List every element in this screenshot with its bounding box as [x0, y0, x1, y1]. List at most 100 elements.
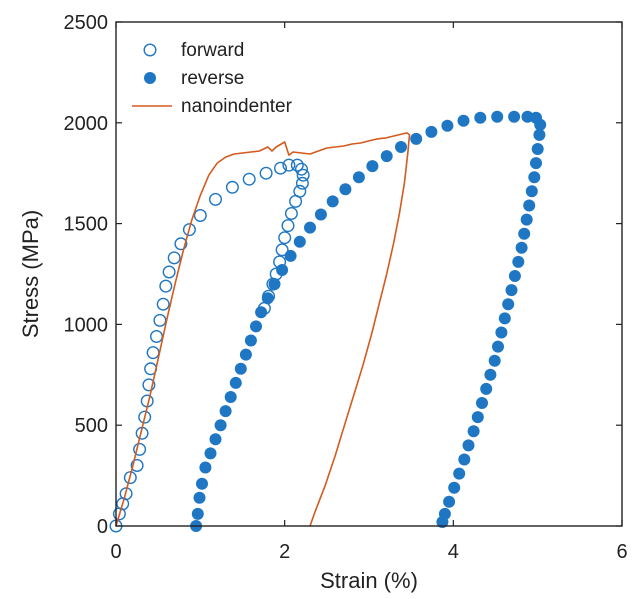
- data-point-forward: [275, 243, 289, 257]
- data-point-reverse: [199, 461, 212, 474]
- data-point-reverse: [366, 160, 379, 173]
- y-tick-label: 1000: [64, 314, 109, 336]
- legend-label-reverse: reverse: [181, 68, 244, 89]
- data-point-reverse: [525, 185, 538, 198]
- data-point-reverse: [436, 516, 449, 528]
- x-tick-label: 4: [448, 541, 459, 563]
- data-point-reverse: [425, 125, 438, 138]
- data-point-forward: [259, 166, 273, 180]
- legend-swatch-forward: [143, 43, 157, 57]
- data-point-reverse: [196, 477, 208, 490]
- data-point-reverse: [505, 284, 518, 297]
- data-point-forward: [142, 378, 156, 392]
- data-point-reverse: [508, 110, 521, 123]
- data-point-forward: [159, 279, 173, 293]
- data-point-reverse: [314, 208, 327, 221]
- data-point-reverse: [508, 270, 521, 282]
- data-point-reverse: [492, 340, 504, 353]
- data-point-reverse: [261, 292, 274, 305]
- data-point-forward: [119, 487, 133, 501]
- data-point-reverse: [268, 278, 281, 291]
- data-point-reverse: [520, 213, 533, 226]
- legend-label-nanoindenter: nanoindenter: [181, 96, 293, 117]
- data-point-reverse: [234, 362, 247, 375]
- data-point-reverse: [488, 354, 501, 367]
- data-point-reverse: [533, 128, 546, 141]
- data-point-reverse: [458, 453, 471, 466]
- data-point-forward: [242, 172, 256, 186]
- data-point-forward: [282, 158, 296, 172]
- data-point-forward: [123, 471, 137, 485]
- data-point-forward: [174, 237, 188, 251]
- data-point-forward: [208, 192, 222, 206]
- data-point-reverse: [518, 227, 531, 240]
- data-point-reverse: [448, 481, 461, 494]
- data-point-reverse: [531, 143, 544, 155]
- data-point-reverse: [498, 312, 511, 325]
- data-point-reverse: [193, 491, 206, 504]
- ticks-layer: 0 2 4 6 0 500 1000 1500 2000 2500: [64, 12, 628, 563]
- data-point-reverse: [352, 171, 365, 184]
- y-tick-label: 0: [97, 516, 108, 538]
- data-point-reverse: [244, 334, 257, 347]
- data-point-reverse: [457, 114, 470, 127]
- data-point-reverse: [471, 411, 484, 424]
- data-point-forward: [182, 223, 196, 237]
- data-point-forward: [153, 313, 167, 327]
- data-point-reverse: [523, 199, 536, 212]
- data-point-reverse: [214, 419, 227, 432]
- y-tick-label: 1500: [64, 214, 109, 236]
- data-point-reverse: [224, 391, 237, 403]
- data-point-forward: [156, 297, 170, 311]
- data-point-reverse: [484, 368, 497, 381]
- data-point-reverse: [467, 425, 480, 438]
- data-point-reverse: [326, 195, 339, 208]
- data-point-reverse: [239, 348, 252, 361]
- data-point-forward: [289, 194, 303, 208]
- data-point-reverse: [304, 221, 316, 234]
- data-point-reverse: [293, 235, 306, 248]
- data-point-reverse: [395, 141, 407, 153]
- data-point-forward: [167, 251, 181, 265]
- x-axis-title: Strain (%): [320, 568, 418, 593]
- data-point-reverse: [443, 495, 456, 508]
- y-tick-label: 500: [75, 415, 108, 437]
- data-point-forward: [278, 231, 292, 245]
- data-point-reverse: [410, 132, 423, 145]
- data-point-reverse: [480, 382, 493, 395]
- data-point-reverse: [219, 405, 232, 418]
- data-point-reverse: [491, 110, 504, 123]
- data-point-reverse: [528, 171, 541, 184]
- data-point-reverse: [441, 119, 454, 132]
- data-point-reverse: [474, 111, 487, 124]
- series-line-nanoindenter: [115, 132, 411, 527]
- x-tick-label: 6: [616, 541, 627, 563]
- data-point-reverse: [462, 439, 475, 452]
- data-point-reverse: [534, 118, 547, 131]
- data-point-forward: [133, 442, 147, 456]
- data-point-forward: [281, 219, 295, 233]
- data-point-reverse: [229, 376, 242, 389]
- data-point-reverse: [255, 306, 268, 319]
- y-axis-title: Stress (MPa): [18, 210, 43, 338]
- data-point-forward: [225, 180, 239, 194]
- data-point-reverse: [339, 183, 352, 196]
- data-point-reverse: [476, 397, 488, 409]
- data-point-forward: [284, 206, 298, 220]
- data-point-reverse: [380, 150, 393, 163]
- y-tick-label: 2000: [64, 113, 109, 135]
- data-point-forward: [296, 168, 310, 182]
- data-layer: [109, 110, 547, 533]
- data-point-forward: [138, 410, 152, 424]
- data-point-reverse: [512, 255, 525, 268]
- data-point-reverse: [284, 249, 297, 262]
- data-point-forward: [130, 459, 144, 473]
- plot-frame: [115, 21, 623, 527]
- data-point-reverse: [495, 326, 508, 339]
- data-point-forward: [290, 158, 304, 172]
- data-point-forward: [162, 265, 176, 279]
- y-tick-label: 2500: [64, 12, 109, 34]
- data-point-forward: [193, 208, 207, 222]
